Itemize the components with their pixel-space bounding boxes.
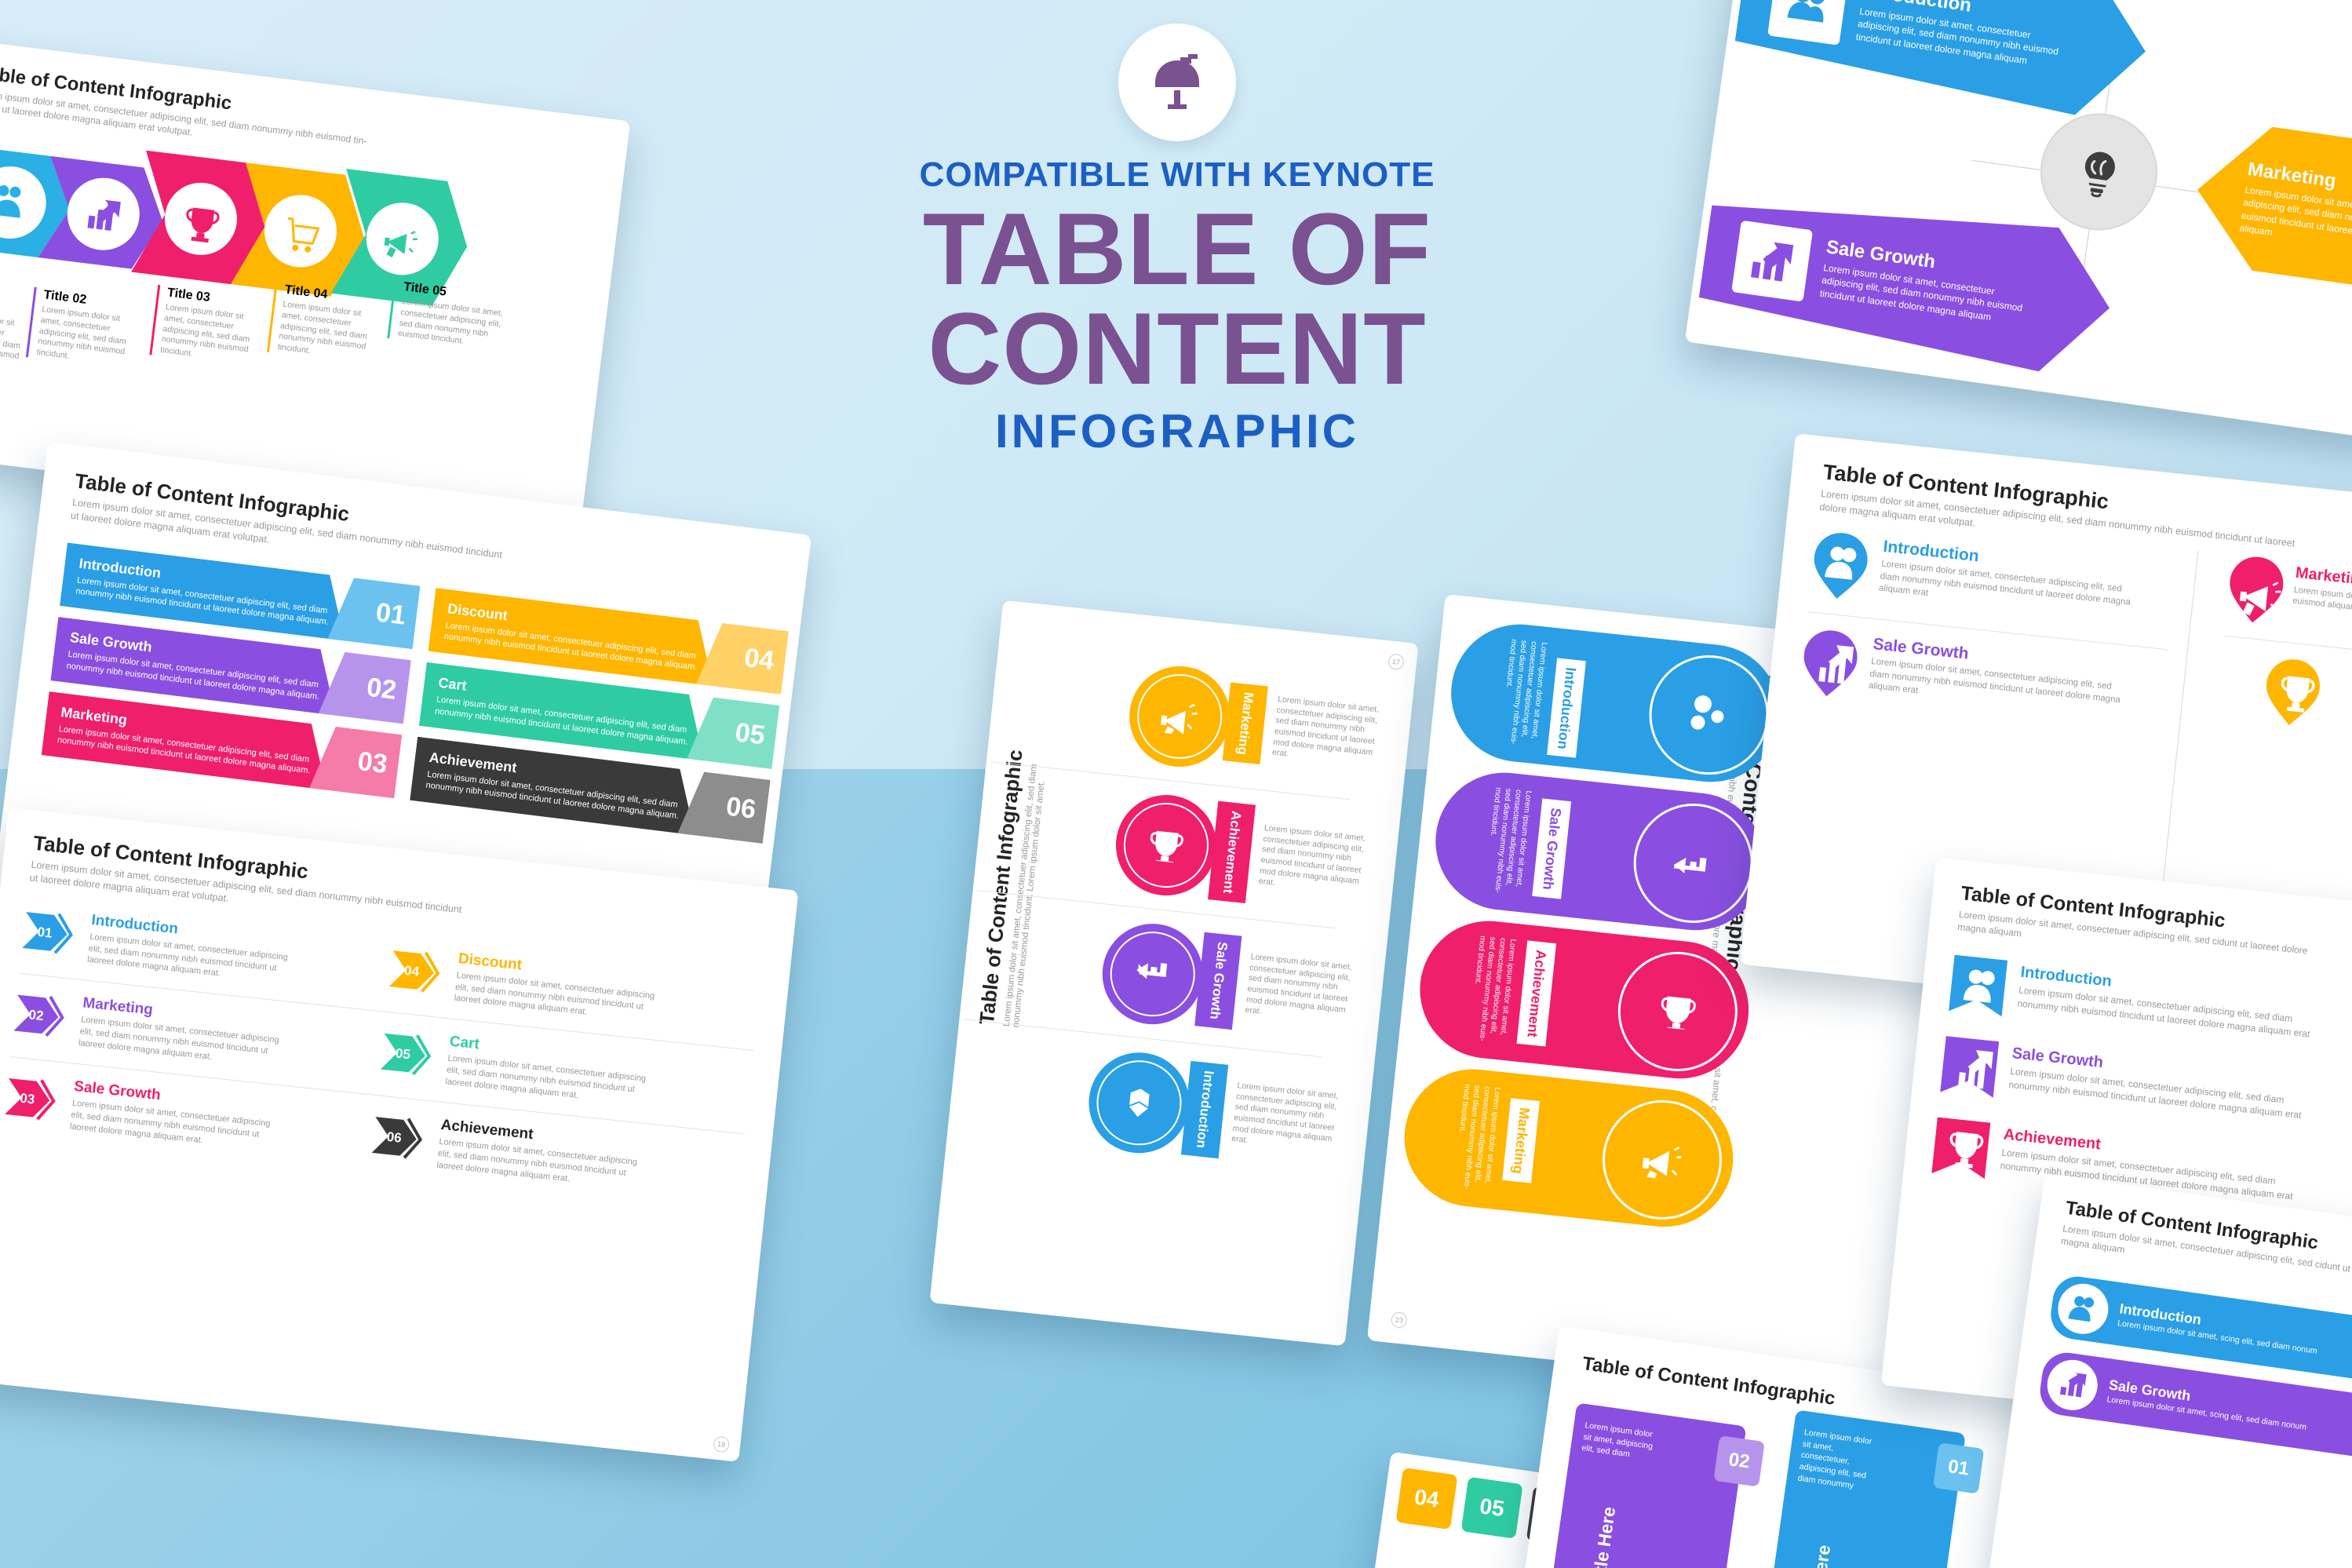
svg-text:03: 03	[19, 1091, 35, 1107]
svg-text:04: 04	[403, 963, 420, 979]
svg-text:01: 01	[37, 924, 53, 941]
svg-text:02: 02	[28, 1008, 45, 1024]
svg-text:05: 05	[395, 1046, 411, 1063]
svg-text:06: 06	[386, 1129, 403, 1146]
